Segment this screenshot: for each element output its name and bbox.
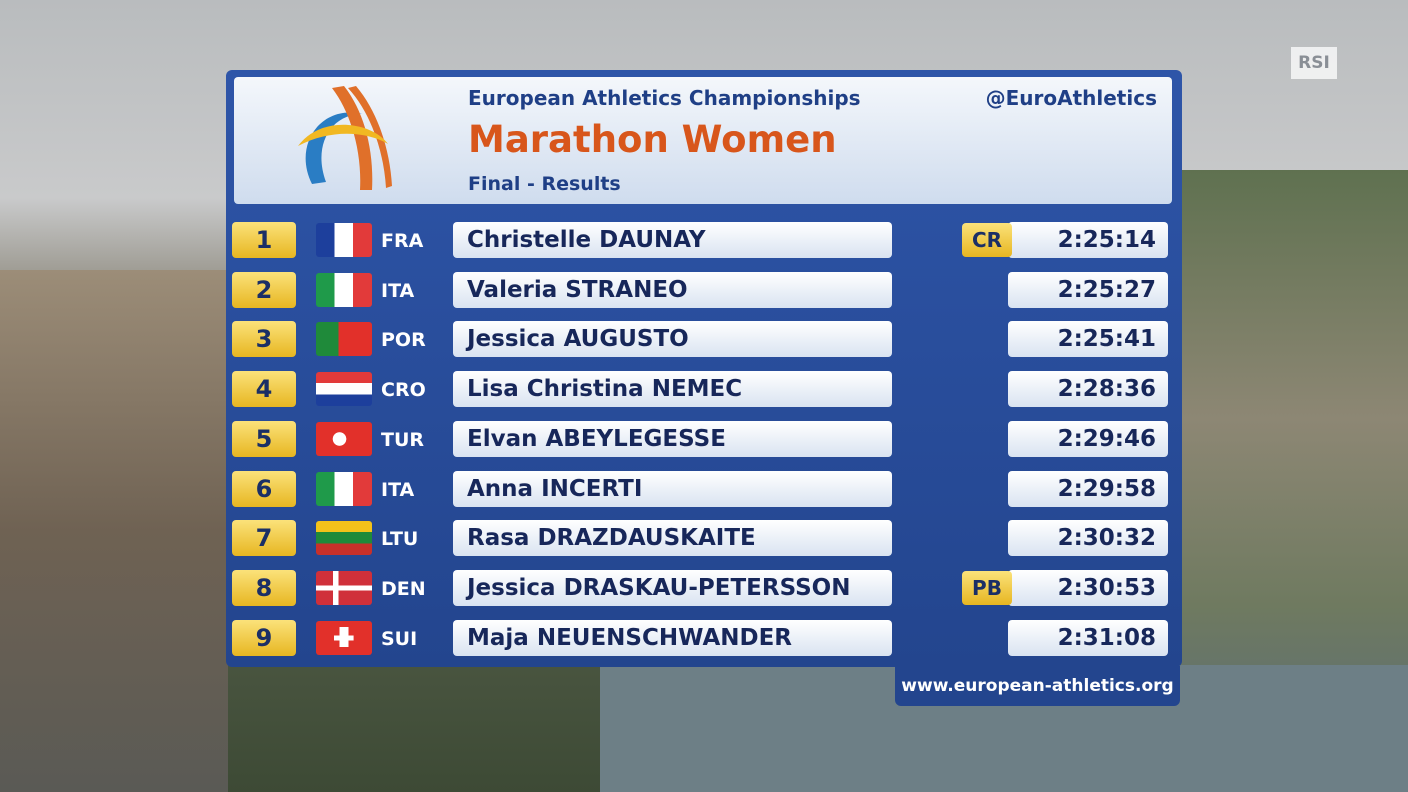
country-code: LTU — [381, 528, 419, 551]
athlete-name: Valeria STRANEO — [453, 271, 892, 308]
flag — [316, 471, 372, 506]
result-row: 6 ITA Anna INCERTI 2:29:58 — [228, 468, 1180, 512]
country-code: DEN — [381, 577, 426, 600]
flag — [316, 322, 372, 357]
result-row: 3 POR Jessica AUGUSTO 2:25:41 — [228, 318, 1180, 362]
rank: 6 — [232, 470, 296, 507]
country-code: SUI — [381, 627, 418, 650]
website: www.european-athletics.org — [895, 666, 1180, 706]
result-time: 2:30:32 — [1008, 520, 1168, 557]
record-badge: CR — [962, 223, 1012, 257]
rank: 2 — [232, 271, 296, 308]
result-time: 2:28:36 — [1008, 371, 1168, 408]
flag — [316, 223, 372, 257]
result-time: 2:25:14 — [1008, 222, 1168, 258]
result-row: 8 DEN Jessica DRASKAU-PETERSSON 2:30:53 PB — [228, 567, 1180, 611]
organizer: European Athletics Championships — [468, 86, 861, 110]
rank: 7 — [232, 520, 296, 557]
country-code: TUR — [381, 428, 425, 451]
country-code: CRO — [381, 379, 426, 402]
rank: 9 — [232, 619, 296, 656]
result-row: 2 ITA Valeria STRANEO 2:25:27 — [228, 269, 1180, 313]
flag — [316, 372, 372, 407]
event-subtitle: Final - Results — [468, 173, 621, 195]
athlete-name: Elvan ABEYLEGESSE — [453, 420, 892, 457]
social-handle: @EuroAthletics — [985, 86, 1157, 110]
rank: 3 — [232, 321, 296, 358]
event-title: Marathon Women — [468, 118, 837, 161]
result-row: 1 FRA Christelle DAUNAY 2:25:14 CR — [228, 219, 1180, 263]
result-row: 9 SUI Maja NEUENSCHWANDER 2:31:08 — [228, 617, 1180, 661]
result-time: 2:29:58 — [1008, 470, 1168, 507]
result-time: 2:25:27 — [1008, 271, 1168, 308]
championship-logo — [298, 86, 392, 190]
result-row: 5 TUR Elvan ABEYLEGESSE 2:29:46 — [228, 418, 1180, 462]
result-time: 2:29:46 — [1008, 420, 1168, 457]
rank: 1 — [232, 222, 296, 258]
flag — [316, 272, 372, 307]
country-code: ITA — [381, 279, 415, 302]
background — [0, 270, 228, 792]
flag — [316, 620, 372, 655]
country-code: FRA — [381, 230, 424, 252]
flag — [316, 570, 372, 605]
flag — [316, 421, 372, 456]
result-time: 2:31:08 — [1008, 619, 1168, 656]
athlete-name: Maja NEUENSCHWANDER — [453, 619, 892, 656]
country-code: POR — [381, 329, 426, 352]
record-badge: PB — [962, 570, 1012, 605]
flag — [316, 521, 372, 556]
result-row: 4 CRO Lisa Christina NEMEC 2:28:36 — [228, 368, 1180, 412]
result-time: 2:30:53 — [1008, 569, 1168, 606]
result-time: 2:25:41 — [1008, 321, 1168, 358]
broadcaster-logo: RSI — [1291, 47, 1337, 79]
rank: 5 — [232, 420, 296, 457]
rank: 8 — [232, 569, 296, 606]
athlete-name: Christelle DAUNAY — [453, 222, 892, 258]
athlete-name: Lisa Christina NEMEC — [453, 371, 892, 408]
athlete-name: Rasa DRAZDAUSKAITE — [453, 520, 892, 557]
athlete-name: Jessica DRASKAU-PETERSSON — [453, 569, 892, 606]
result-row: 7 LTU Rasa DRAZDAUSKAITE 2:30:32 — [228, 517, 1180, 561]
rank: 4 — [232, 371, 296, 408]
athlete-name: Anna INCERTI — [453, 470, 892, 507]
athlete-name: Jessica AUGUSTO — [453, 321, 892, 358]
country-code: ITA — [381, 478, 415, 501]
